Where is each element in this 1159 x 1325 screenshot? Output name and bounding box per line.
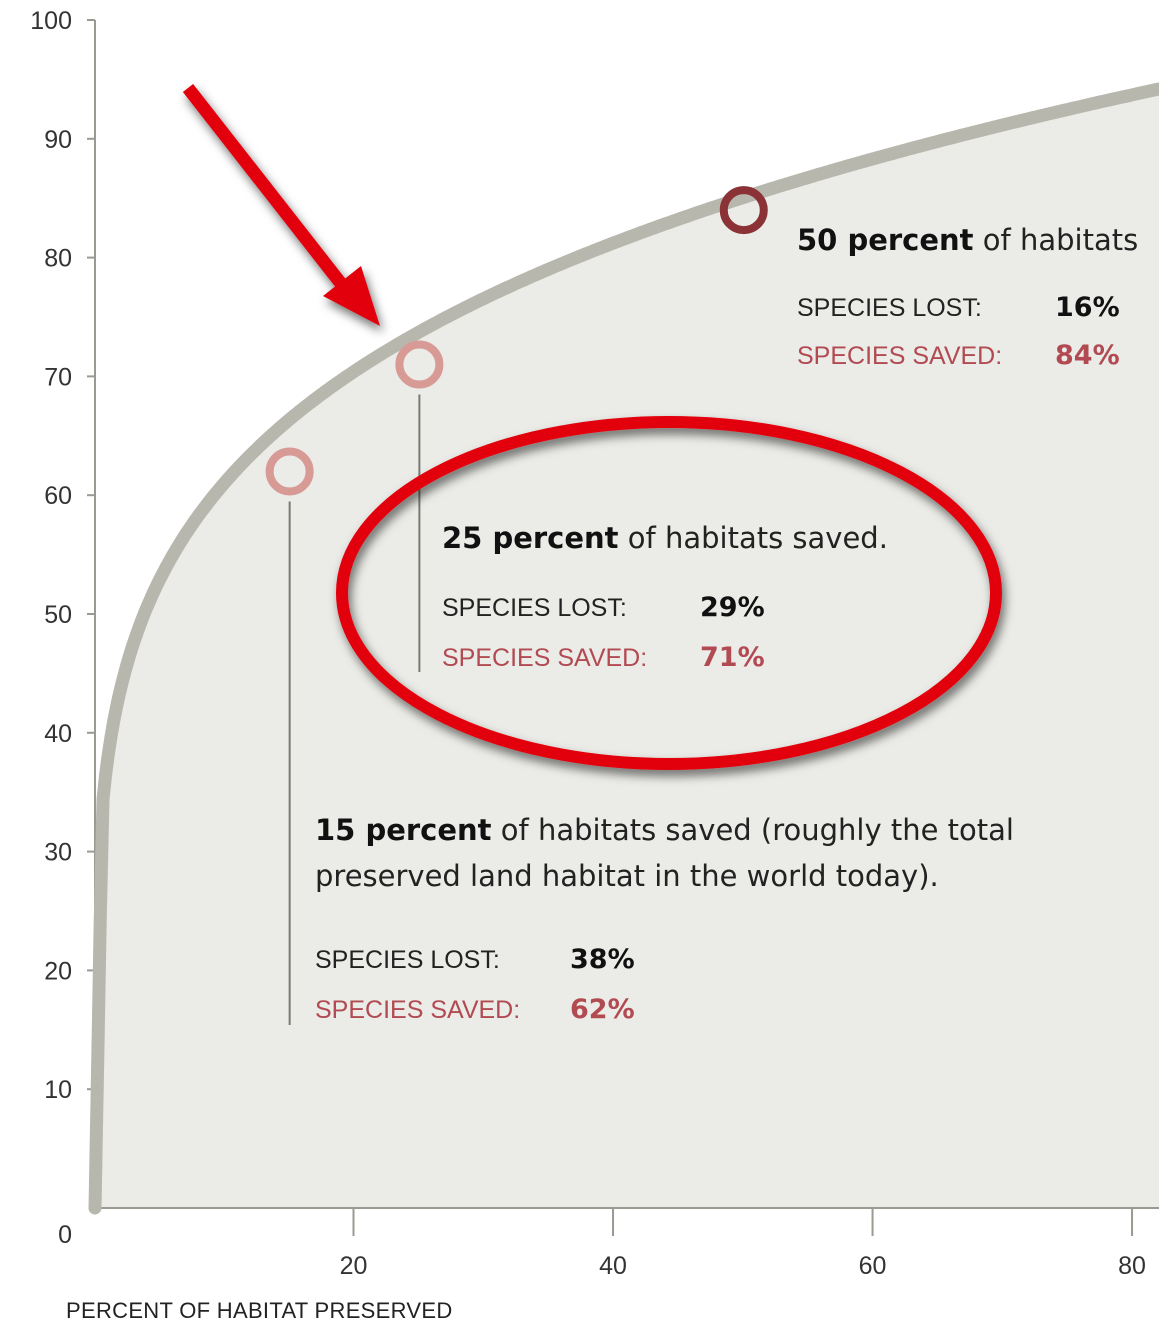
annotation-25-saved-label: SPECIES SAVED: <box>442 644 647 672</box>
annotation-25: 25 percent of habitats saved. SPECIES LO… <box>442 521 888 673</box>
highlight-markers <box>265 186 768 496</box>
annotation-15-saved-label: SPECIES SAVED: <box>315 996 520 1024</box>
annotation-15-saved-value: 62% <box>570 994 635 1025</box>
red-arrow-icon <box>182 83 380 326</box>
annotation-15-lost-label: SPECIES LOST: <box>315 946 500 974</box>
annotation-50-saved-value: 84% <box>1055 340 1120 371</box>
species-curve <box>88 82 1159 1215</box>
x-tick-label: 40 <box>599 1252 627 1280</box>
red-arrow-shaft <box>182 83 352 295</box>
y-tick-label: 30 <box>44 839 72 867</box>
annotation-25-lost-value: 29% <box>700 592 765 623</box>
annotation-15-heading: 15 percent of habitats saved (roughly th… <box>315 813 1014 847</box>
annotation-50-lost-label: SPECIES LOST: <box>797 294 982 322</box>
highlight-marker-50 <box>719 186 768 235</box>
y-tick-label: 90 <box>44 126 72 154</box>
annotation-15-strong: 15 percent <box>315 813 492 847</box>
annotation-50-strong: 50 percent <box>797 223 974 257</box>
y-tick-label: 20 <box>44 957 72 985</box>
annotation-50-lost-value: 16% <box>1055 292 1120 323</box>
red-arrow-head <box>323 266 380 326</box>
x-axis-ticks: 20 40 60 80 <box>340 1208 1146 1280</box>
annotation-25-heading: 25 percent of habitats saved. <box>442 521 888 555</box>
x-tick-label: 80 <box>1118 1252 1146 1280</box>
y-axis-ticks: 10 20 30 40 50 60 70 80 90 100 0 <box>30 7 95 1249</box>
annotation-25-rest: of habitats saved. <box>619 521 888 555</box>
annotation-50-saved-label: SPECIES SAVED: <box>797 342 1002 370</box>
y-tick-label: 70 <box>44 363 72 391</box>
annotation-50-rest: of habitats <box>974 223 1139 257</box>
x-tick-label: 20 <box>340 1252 368 1280</box>
x-axis-title: PERCENT OF HABITAT PRESERVED <box>66 1298 453 1323</box>
annotation-50: 50 percent of habitats SPECIES LOST: 16%… <box>797 223 1138 371</box>
highlight-marker-25 <box>395 340 444 389</box>
highlight-ellipse <box>336 416 1002 770</box>
y-tick-label: 10 <box>44 1076 72 1104</box>
annotation-15-rest: of habitats saved (roughly the total <box>492 813 1014 847</box>
y-tick-label: 40 <box>44 720 72 748</box>
annotation-15-line2: preserved land habitat in the world toda… <box>315 859 939 893</box>
y-tick-label: 80 <box>44 245 72 273</box>
y-tick-label: 50 <box>44 601 72 629</box>
y-tick-label: 60 <box>44 482 72 510</box>
x-tick-label: 60 <box>859 1252 887 1280</box>
y-tick-label: 100 <box>30 7 72 35</box>
annotation-25-strong: 25 percent <box>442 521 619 555</box>
highlight-marker-15 <box>265 447 314 496</box>
annotation-25-lost-label: SPECIES LOST: <box>442 594 627 622</box>
annotation-25-saved-value: 71% <box>700 642 765 673</box>
origin-tick-label: 0 <box>58 1221 72 1249</box>
annotation-50-heading: 50 percent of habitats <box>797 223 1138 257</box>
annotation-15-lost-value: 38% <box>570 944 635 975</box>
annotation-15: 15 percent of habitats saved (roughly th… <box>315 813 1014 1025</box>
